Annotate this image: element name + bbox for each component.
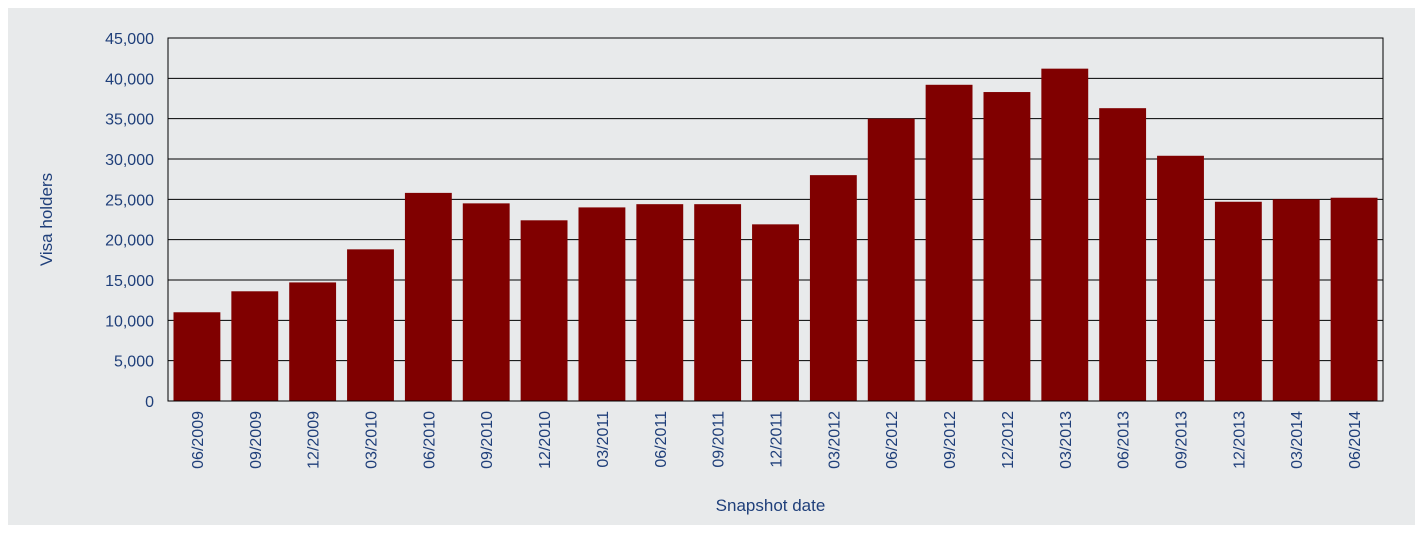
bar-chart: 0 5,000 10,000 15,000 20,000 25,000 30,000 35,0… — [37, 31, 1384, 515]
x-tick-label: 03/2014 — [1289, 411, 1306, 469]
x-tick-label: 09/2013 — [1174, 411, 1191, 469]
bar — [520, 220, 568, 401]
y-tick-label: 45,000 — [105, 31, 154, 48]
x-tick-label: 06/2009 — [190, 411, 207, 469]
bar — [578, 207, 626, 401]
bar — [867, 118, 915, 402]
bar — [636, 204, 684, 401]
x-tick-label: 09/2009 — [248, 411, 265, 469]
plot-frame — [167, 37, 1384, 402]
y-tick-label: 5,000 — [114, 354, 154, 371]
x-tick-label: 12/2009 — [306, 411, 323, 469]
x-tick-label: 06/2012 — [884, 411, 901, 469]
bar — [694, 204, 742, 401]
bar — [404, 192, 452, 401]
y-tick-label: 10,000 — [105, 313, 154, 330]
x-tick-label: 06/2014 — [1347, 411, 1364, 469]
bar — [1330, 197, 1378, 401]
x-tick-label: 12/2011 — [769, 411, 786, 468]
x-tick-label: 09/2011 — [711, 411, 728, 468]
bar — [925, 84, 973, 401]
bar — [173, 312, 221, 401]
bar — [983, 92, 1031, 402]
x-tick-labels: 06/2009 09/2009 12/2009 03/2010 06/2010 09/20… — [190, 411, 1364, 469]
y-tick-label: 40,000 — [105, 71, 154, 88]
x-tick-label: 12/2010 — [537, 411, 554, 469]
x-tick-label: 12/2012 — [1000, 411, 1017, 469]
bars — [173, 68, 1378, 402]
x-tick-label: 03/2013 — [1058, 411, 1075, 469]
x-tick-label: 06/2013 — [1116, 411, 1133, 469]
bar — [289, 282, 337, 401]
bar — [1157, 155, 1204, 401]
x-tick-label: 09/2012 — [942, 411, 959, 469]
y-tick-label: 30,000 — [105, 152, 154, 169]
bar — [1041, 68, 1089, 402]
y-tick-label: 0 — [145, 394, 154, 411]
x-tick-label: 06/2011 — [653, 411, 670, 468]
x-tick-label: 12/2013 — [1231, 411, 1248, 469]
bar — [347, 249, 394, 401]
bar — [809, 175, 857, 401]
x-tick-label: 03/2011 — [595, 411, 612, 468]
chart-panel: 0 5,000 10,000 15,000 20,000 25,000 30,000 35,0… — [8, 8, 1415, 525]
bar — [1272, 199, 1320, 401]
bar — [231, 291, 279, 401]
bar — [1214, 201, 1262, 401]
x-tick-label: 09/2010 — [479, 411, 496, 469]
bar — [462, 203, 510, 401]
x-tick-label: 03/2012 — [826, 411, 843, 469]
x-tick-label: 03/2010 — [364, 411, 381, 469]
y-tick-label: 35,000 — [105, 112, 154, 129]
y-tick-labels: 0 5,000 10,000 15,000 20,000 25,000 30,000 35,0… — [105, 31, 154, 411]
bar — [752, 224, 799, 401]
y-tick-label: 15,000 — [105, 273, 154, 290]
x-axis-title: Snapshot date — [716, 496, 826, 515]
y-tick-label: 20,000 — [105, 233, 154, 250]
bar — [1099, 108, 1147, 402]
y-axis-title: Visa holders — [37, 173, 56, 266]
x-tick-label: 06/2010 — [421, 411, 438, 469]
y-tick-label: 25,000 — [105, 192, 154, 209]
